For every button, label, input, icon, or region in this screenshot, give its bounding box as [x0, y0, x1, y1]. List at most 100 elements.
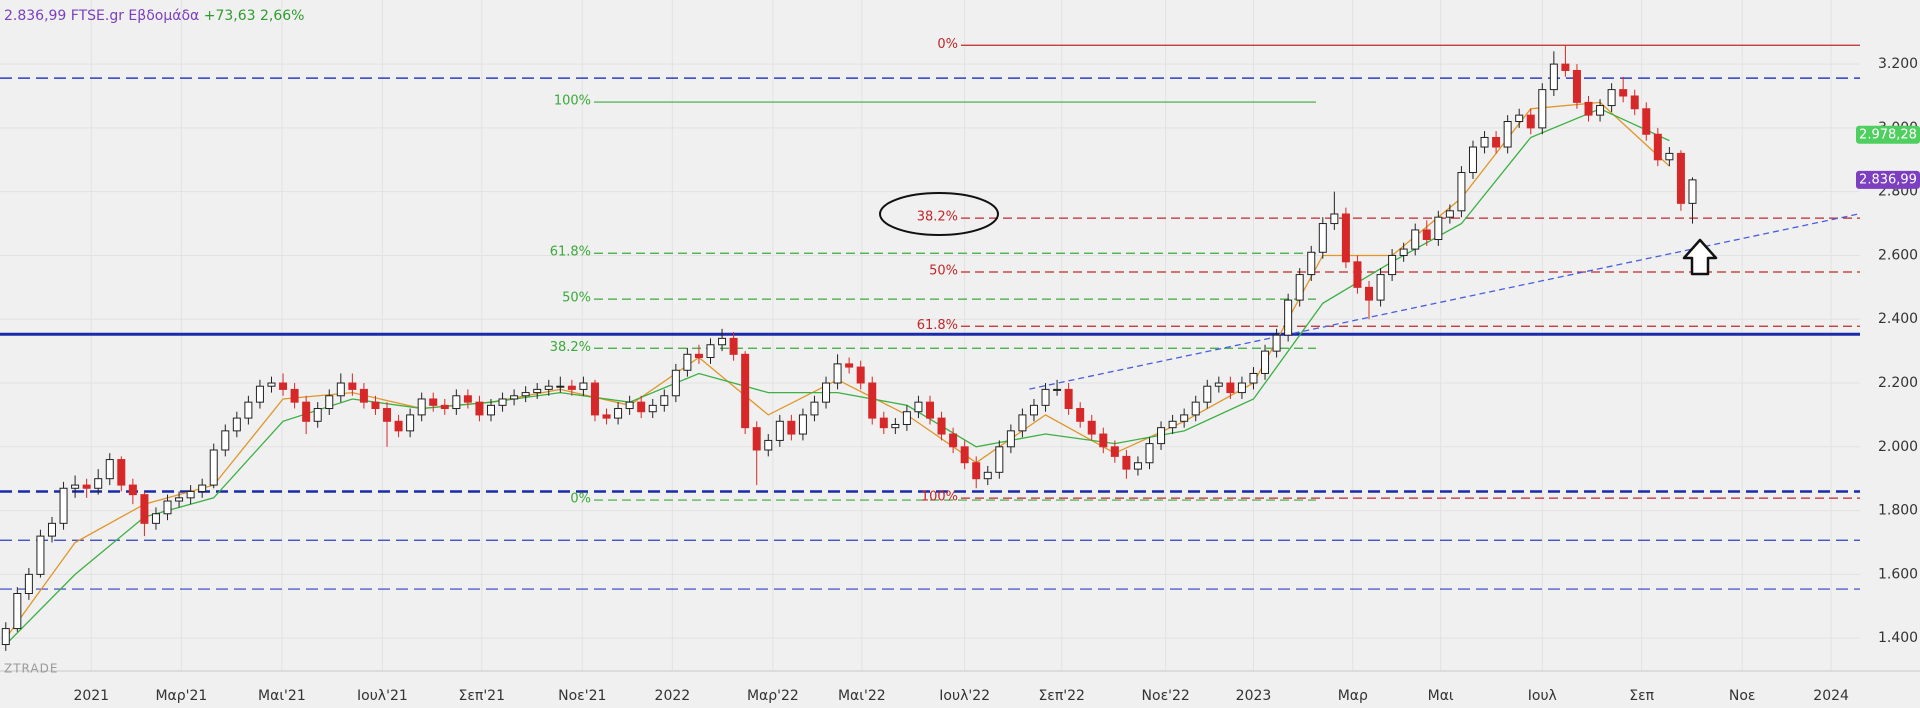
candle-body: [348, 382, 357, 390]
candle-body: [209, 449, 218, 486]
candle-body: [1214, 382, 1223, 387]
price-label: 2.978,28: [1859, 127, 1917, 142]
candle-body: [683, 353, 692, 371]
candle-body: [544, 385, 553, 390]
candle-body: [13, 593, 22, 630]
plot-area: [0, 44, 1861, 651]
candle-body: [1492, 136, 1501, 148]
candle-body: [105, 459, 114, 480]
x-tick-label: Μαρ'22: [747, 688, 799, 704]
candle-body: [313, 408, 322, 422]
x-tick-label: Μαι: [1428, 688, 1454, 704]
fib-label: 50%: [562, 291, 591, 306]
title: 2.836,99 FTSE.gr Εβδομάδα: [4, 8, 199, 24]
candle-body: [775, 420, 784, 441]
candle-body: [394, 420, 403, 432]
candle-body: [567, 385, 576, 390]
x-tick-label: Ιουλ: [1528, 688, 1557, 704]
y-tick-label: 2.000: [1878, 439, 1918, 455]
candle-body: [1561, 63, 1570, 71]
candle-body: [1468, 146, 1477, 174]
candle-body: [1457, 172, 1466, 212]
candle-body: [706, 344, 715, 359]
candle-body: [510, 395, 519, 400]
candle-body: [151, 513, 160, 524]
candle-body: [937, 417, 946, 435]
candle-body: [336, 382, 345, 397]
candle-body: [163, 500, 172, 515]
candle-body: [602, 414, 611, 419]
candle-body: [117, 459, 126, 486]
candle-body: [1237, 382, 1246, 394]
trendline: [1029, 213, 1861, 390]
candle-body: [1676, 152, 1685, 204]
fib-label: 100%: [554, 94, 591, 109]
candle-body: [1006, 430, 1015, 448]
candle-body: [175, 497, 184, 502]
candle-body: [221, 430, 230, 451]
candle-body: [128, 484, 137, 496]
x-tick-label: 2022: [655, 688, 691, 704]
candle-body: [1341, 213, 1350, 263]
candle-body: [914, 401, 923, 413]
candle-body: [1653, 133, 1662, 161]
x-tick-label: Σεπ'21: [458, 688, 505, 704]
price-label-box: [1856, 170, 1920, 189]
candle-body: [1445, 210, 1454, 218]
candle-body: [822, 382, 831, 403]
candle-body: [406, 414, 415, 432]
candle-body: [1041, 388, 1050, 406]
candle-body: [718, 337, 727, 346]
candle-body: [983, 471, 992, 480]
fib-label: 38.2%: [917, 210, 958, 225]
candle-body: [741, 353, 750, 429]
candle-body: [1388, 254, 1397, 276]
candle-body: [1018, 414, 1027, 432]
candle-body: [71, 484, 80, 489]
candle-body: [521, 392, 530, 397]
candle-body: [1295, 274, 1304, 301]
candle-body: [325, 395, 334, 410]
candle-body: [1434, 216, 1443, 241]
candle-body: [359, 388, 368, 403]
candle-body: [279, 382, 288, 390]
candle-body: [94, 478, 103, 489]
candle-body: [290, 388, 299, 403]
candle-body: [36, 535, 45, 575]
candle-body: [1180, 414, 1189, 422]
candle-body: [1318, 223, 1327, 253]
x-tick-label: 2024: [1813, 688, 1849, 704]
y-tick-label: 3.200: [1878, 56, 1918, 72]
candle-body: [1572, 69, 1581, 103]
candle-body: [1619, 89, 1628, 97]
candle-body: [186, 490, 195, 499]
x-tick-label: Νοε'22: [1142, 688, 1190, 704]
y-tick-label: 1.800: [1878, 503, 1918, 519]
x-tick-label: Ιουλ'22: [939, 688, 990, 704]
candle-body: [1087, 420, 1096, 435]
candle-body: [1515, 114, 1524, 123]
candle-body: [1307, 251, 1316, 276]
y-tick-label: 1.400: [1878, 630, 1918, 646]
candle-body: [429, 398, 438, 406]
fib-label: 38.2%: [550, 340, 591, 355]
candle-body: [1596, 105, 1605, 116]
x-tick-label: Μαρ: [1338, 688, 1368, 704]
candle-body: [833, 363, 842, 384]
candle-body: [637, 401, 646, 413]
candle-body: [1249, 372, 1258, 384]
candle-body: [47, 522, 56, 537]
candle-body: [1503, 121, 1512, 148]
candle-body: [498, 398, 507, 406]
highlight-ellipse: [879, 192, 999, 236]
candle-body: [1607, 89, 1616, 107]
candle-body: [1330, 213, 1339, 225]
candle-body: [1422, 229, 1431, 241]
candle-body: [371, 401, 380, 410]
candle-body: [1353, 261, 1362, 288]
candle-body: [1538, 89, 1547, 129]
candle-body: [1157, 427, 1166, 445]
x-tick-label: Ιουλ'21: [357, 688, 408, 704]
